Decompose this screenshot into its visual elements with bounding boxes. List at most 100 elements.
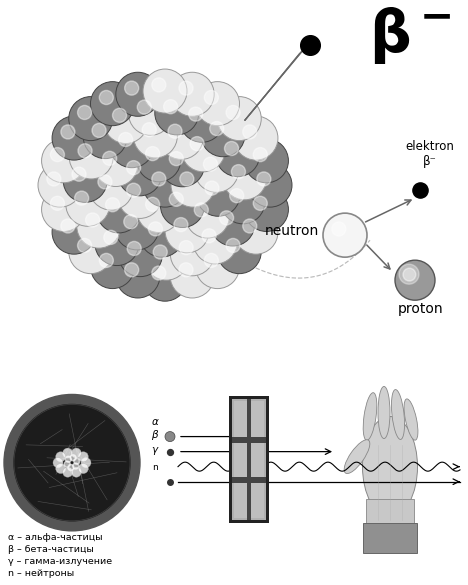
Circle shape — [68, 464, 74, 470]
Circle shape — [211, 202, 255, 246]
Bar — [234, 401, 264, 518]
Text: $\gamma$: $\gamma$ — [151, 445, 159, 457]
Circle shape — [118, 174, 162, 218]
Circle shape — [180, 172, 194, 186]
Circle shape — [159, 115, 203, 159]
Circle shape — [152, 266, 166, 280]
Circle shape — [161, 184, 205, 228]
Text: $\alpha$: $\alpha$ — [151, 417, 159, 426]
Circle shape — [196, 82, 240, 126]
Circle shape — [332, 222, 346, 236]
Circle shape — [234, 210, 278, 254]
Circle shape — [126, 183, 141, 197]
Circle shape — [137, 188, 181, 232]
Circle shape — [56, 463, 66, 474]
Circle shape — [221, 180, 265, 224]
Circle shape — [179, 263, 193, 277]
Circle shape — [69, 97, 113, 140]
Circle shape — [234, 116, 278, 160]
Circle shape — [146, 197, 160, 211]
Circle shape — [161, 143, 205, 187]
Circle shape — [99, 253, 113, 267]
Circle shape — [77, 204, 121, 248]
Circle shape — [137, 100, 151, 114]
Circle shape — [63, 448, 73, 458]
Circle shape — [127, 242, 141, 256]
Circle shape — [169, 152, 183, 166]
Ellipse shape — [363, 393, 377, 441]
Circle shape — [153, 245, 167, 259]
Circle shape — [210, 122, 224, 136]
Circle shape — [253, 196, 267, 211]
Bar — [232, 400, 266, 520]
Point — [306, 40, 314, 50]
Circle shape — [226, 239, 240, 253]
Circle shape — [66, 183, 110, 226]
Text: β – бета-частицы: β – бета-частицы — [8, 545, 94, 554]
Circle shape — [74, 191, 88, 205]
Circle shape — [14, 404, 130, 521]
Circle shape — [47, 172, 61, 186]
Circle shape — [10, 401, 134, 525]
Circle shape — [81, 457, 91, 467]
Circle shape — [196, 245, 240, 288]
Circle shape — [89, 166, 133, 210]
Circle shape — [124, 263, 139, 277]
Circle shape — [92, 123, 106, 137]
Circle shape — [201, 113, 245, 157]
Circle shape — [104, 230, 118, 245]
Circle shape — [399, 264, 419, 284]
Circle shape — [143, 163, 187, 207]
Ellipse shape — [363, 417, 417, 517]
Circle shape — [72, 167, 86, 181]
Circle shape — [116, 254, 160, 298]
Circle shape — [71, 467, 81, 477]
Circle shape — [205, 91, 219, 105]
Circle shape — [116, 73, 160, 116]
Circle shape — [98, 175, 112, 189]
Ellipse shape — [392, 390, 404, 439]
Circle shape — [78, 105, 92, 119]
Circle shape — [38, 163, 82, 207]
Circle shape — [105, 198, 120, 212]
Circle shape — [165, 432, 175, 442]
Circle shape — [169, 192, 183, 207]
Circle shape — [42, 139, 86, 183]
Bar — [229, 397, 269, 523]
Circle shape — [196, 172, 240, 216]
Circle shape — [168, 124, 182, 138]
Circle shape — [104, 99, 148, 143]
Circle shape — [193, 220, 237, 264]
Circle shape — [56, 452, 66, 462]
Circle shape — [4, 394, 140, 531]
Circle shape — [52, 210, 96, 254]
Circle shape — [225, 142, 239, 156]
Circle shape — [133, 114, 177, 158]
Circle shape — [66, 456, 71, 462]
Circle shape — [217, 230, 261, 274]
Circle shape — [139, 213, 183, 257]
Circle shape — [257, 172, 271, 186]
Circle shape — [152, 78, 166, 92]
Circle shape — [115, 206, 159, 250]
Circle shape — [180, 98, 224, 142]
Circle shape — [170, 232, 214, 276]
Circle shape — [231, 164, 246, 178]
Circle shape — [95, 222, 139, 266]
Circle shape — [52, 116, 96, 160]
Circle shape — [181, 128, 225, 172]
Circle shape — [42, 187, 86, 232]
Circle shape — [395, 260, 435, 300]
Circle shape — [179, 240, 193, 254]
Text: γ – гамма-излучение: γ – гамма-излучение — [8, 557, 112, 566]
Circle shape — [97, 189, 141, 233]
Circle shape — [69, 230, 113, 274]
Circle shape — [110, 123, 154, 168]
Ellipse shape — [378, 387, 390, 439]
Circle shape — [78, 463, 88, 474]
Circle shape — [253, 147, 267, 161]
Circle shape — [71, 448, 81, 458]
Circle shape — [179, 81, 193, 95]
Circle shape — [205, 253, 219, 267]
Circle shape — [190, 137, 204, 151]
